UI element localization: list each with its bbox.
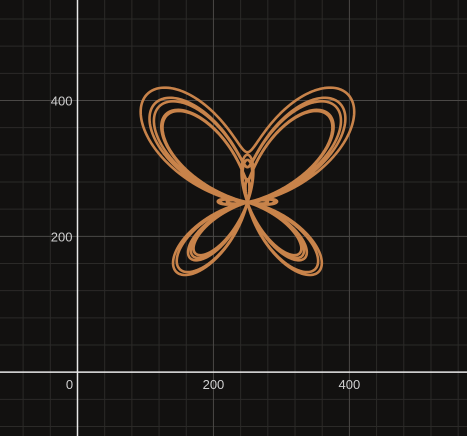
x-tick-label: 400 (339, 377, 361, 392)
origin-tick-label: 0 (66, 377, 73, 392)
y-tick-label: 200 (51, 229, 73, 244)
y-tick-label: 400 (51, 94, 73, 109)
x-tick-label: 200 (203, 377, 225, 392)
tick-labels: 0 200 400 200 400 (51, 94, 360, 393)
butterfly-curve-series (139, 86, 356, 277)
